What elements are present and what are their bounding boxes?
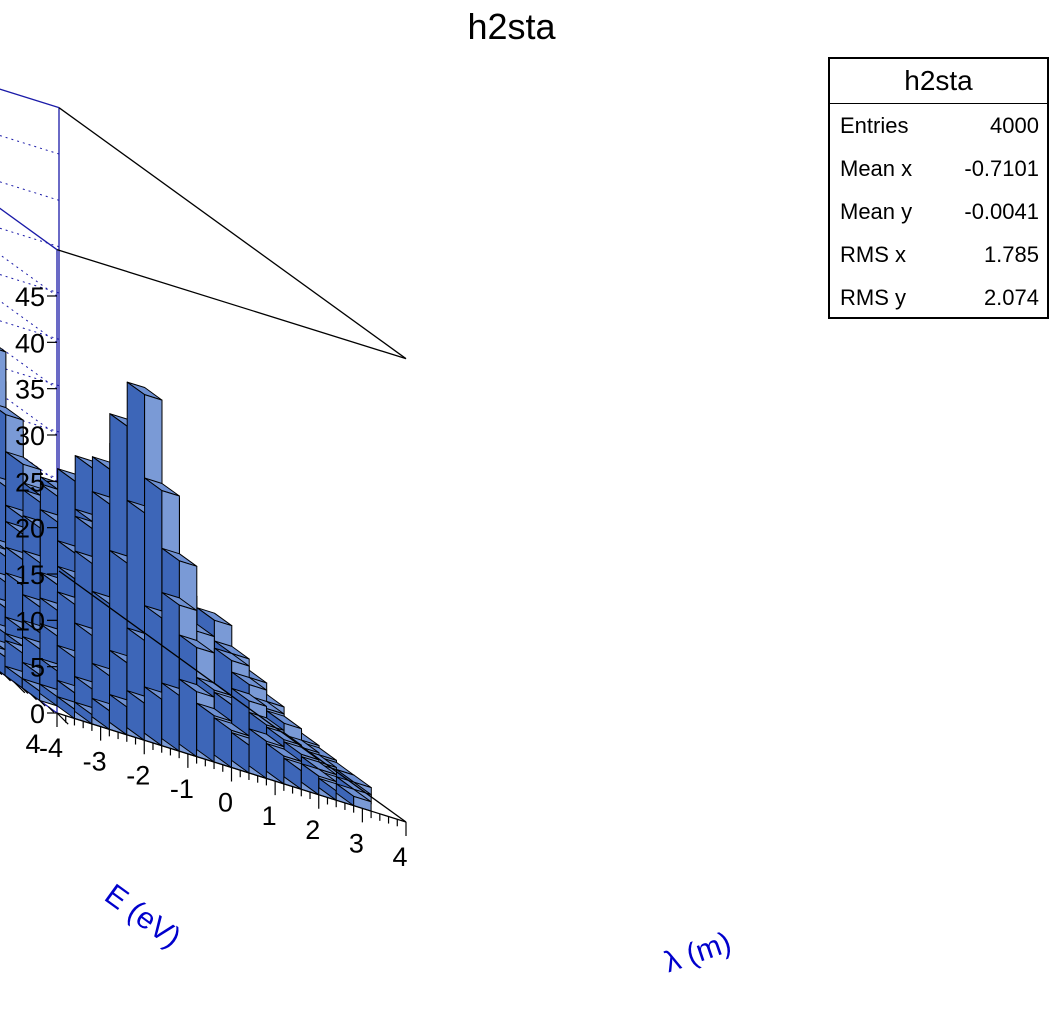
x-tick-label: 3 (349, 828, 364, 858)
stats-value: 4000 (990, 113, 1039, 138)
tick (13, 681, 26, 694)
stats-value: -0.7101 (964, 156, 1039, 181)
chart-title: h2sta (467, 6, 556, 47)
x-tick-label: -4 (39, 733, 63, 763)
tick (56, 712, 69, 725)
x-tick-label: 4 (392, 842, 407, 872)
gridline (0, 135, 60, 297)
z-tick-label: 35 (15, 375, 45, 405)
stats-label: Mean y (840, 199, 913, 224)
tick (39, 700, 46, 707)
x-tick-label: -1 (170, 774, 194, 804)
tick (21, 687, 29, 694)
x-tick-label: 1 (262, 801, 277, 831)
stats-row-rms-y: RMS y 2.074 (830, 276, 1047, 319)
stats-value: 1.785 (983, 242, 1039, 267)
frame-edge (0, 88, 60, 109)
stats-box: h2sta Entries 4000 Mean x -0.7101 Mean y -0… (828, 57, 1049, 319)
frame-edge (56, 249, 407, 360)
z-tick-label: 10 (15, 606, 45, 636)
x-tick-label: 2 (305, 815, 320, 845)
x-tick-label: -3 (83, 747, 107, 777)
stats-value: 2.074 (983, 285, 1039, 310)
y-tick-label: 4 (25, 729, 40, 759)
stats-label: Entries (840, 113, 909, 138)
axis-line (58, 570, 407, 823)
tick-labels: -4-3-2-101234-4-3-2-10123405101520253035… (15, 282, 408, 872)
frame-front (56, 107, 407, 360)
z-tick-label: 20 (15, 514, 45, 544)
tick (0, 671, 3, 676)
z-tick-label: 15 (15, 560, 45, 590)
stats-row-rms-x: RMS x 1.785 (830, 233, 1047, 276)
tick (4, 674, 11, 682)
stats-row-entries: Entries 4000 (830, 104, 1047, 147)
stats-row-mean-x: Mean x -0.7101 (830, 147, 1047, 190)
z-tick-label: 5 (30, 653, 45, 683)
bar-side (178, 678, 198, 758)
z-tick-label: 45 (15, 282, 45, 312)
z-tick-label: 40 (15, 328, 45, 358)
stats-label: Mean x (840, 156, 913, 181)
stats-value: -0.0041 (964, 199, 1039, 224)
bar-side (161, 682, 180, 752)
x-tick-label: 0 (218, 788, 233, 818)
bar-top (0, 347, 7, 353)
stats-title: h2sta (830, 59, 1047, 104)
ticks (0, 295, 407, 836)
x-tick-label: -2 (126, 760, 150, 790)
tick (30, 693, 37, 701)
stats-label: RMS y (840, 285, 906, 310)
z-tick-label: 25 (15, 467, 45, 497)
z-tick-label: 0 (30, 699, 45, 729)
bars (0, 347, 372, 812)
stats-row-mean-y: Mean y -0.0041 (830, 190, 1047, 233)
tick (47, 706, 55, 713)
stats-label: RMS x (840, 242, 906, 267)
bar (335, 783, 372, 812)
frame-edge (58, 107, 407, 360)
z-tick-label: 30 (15, 421, 45, 451)
